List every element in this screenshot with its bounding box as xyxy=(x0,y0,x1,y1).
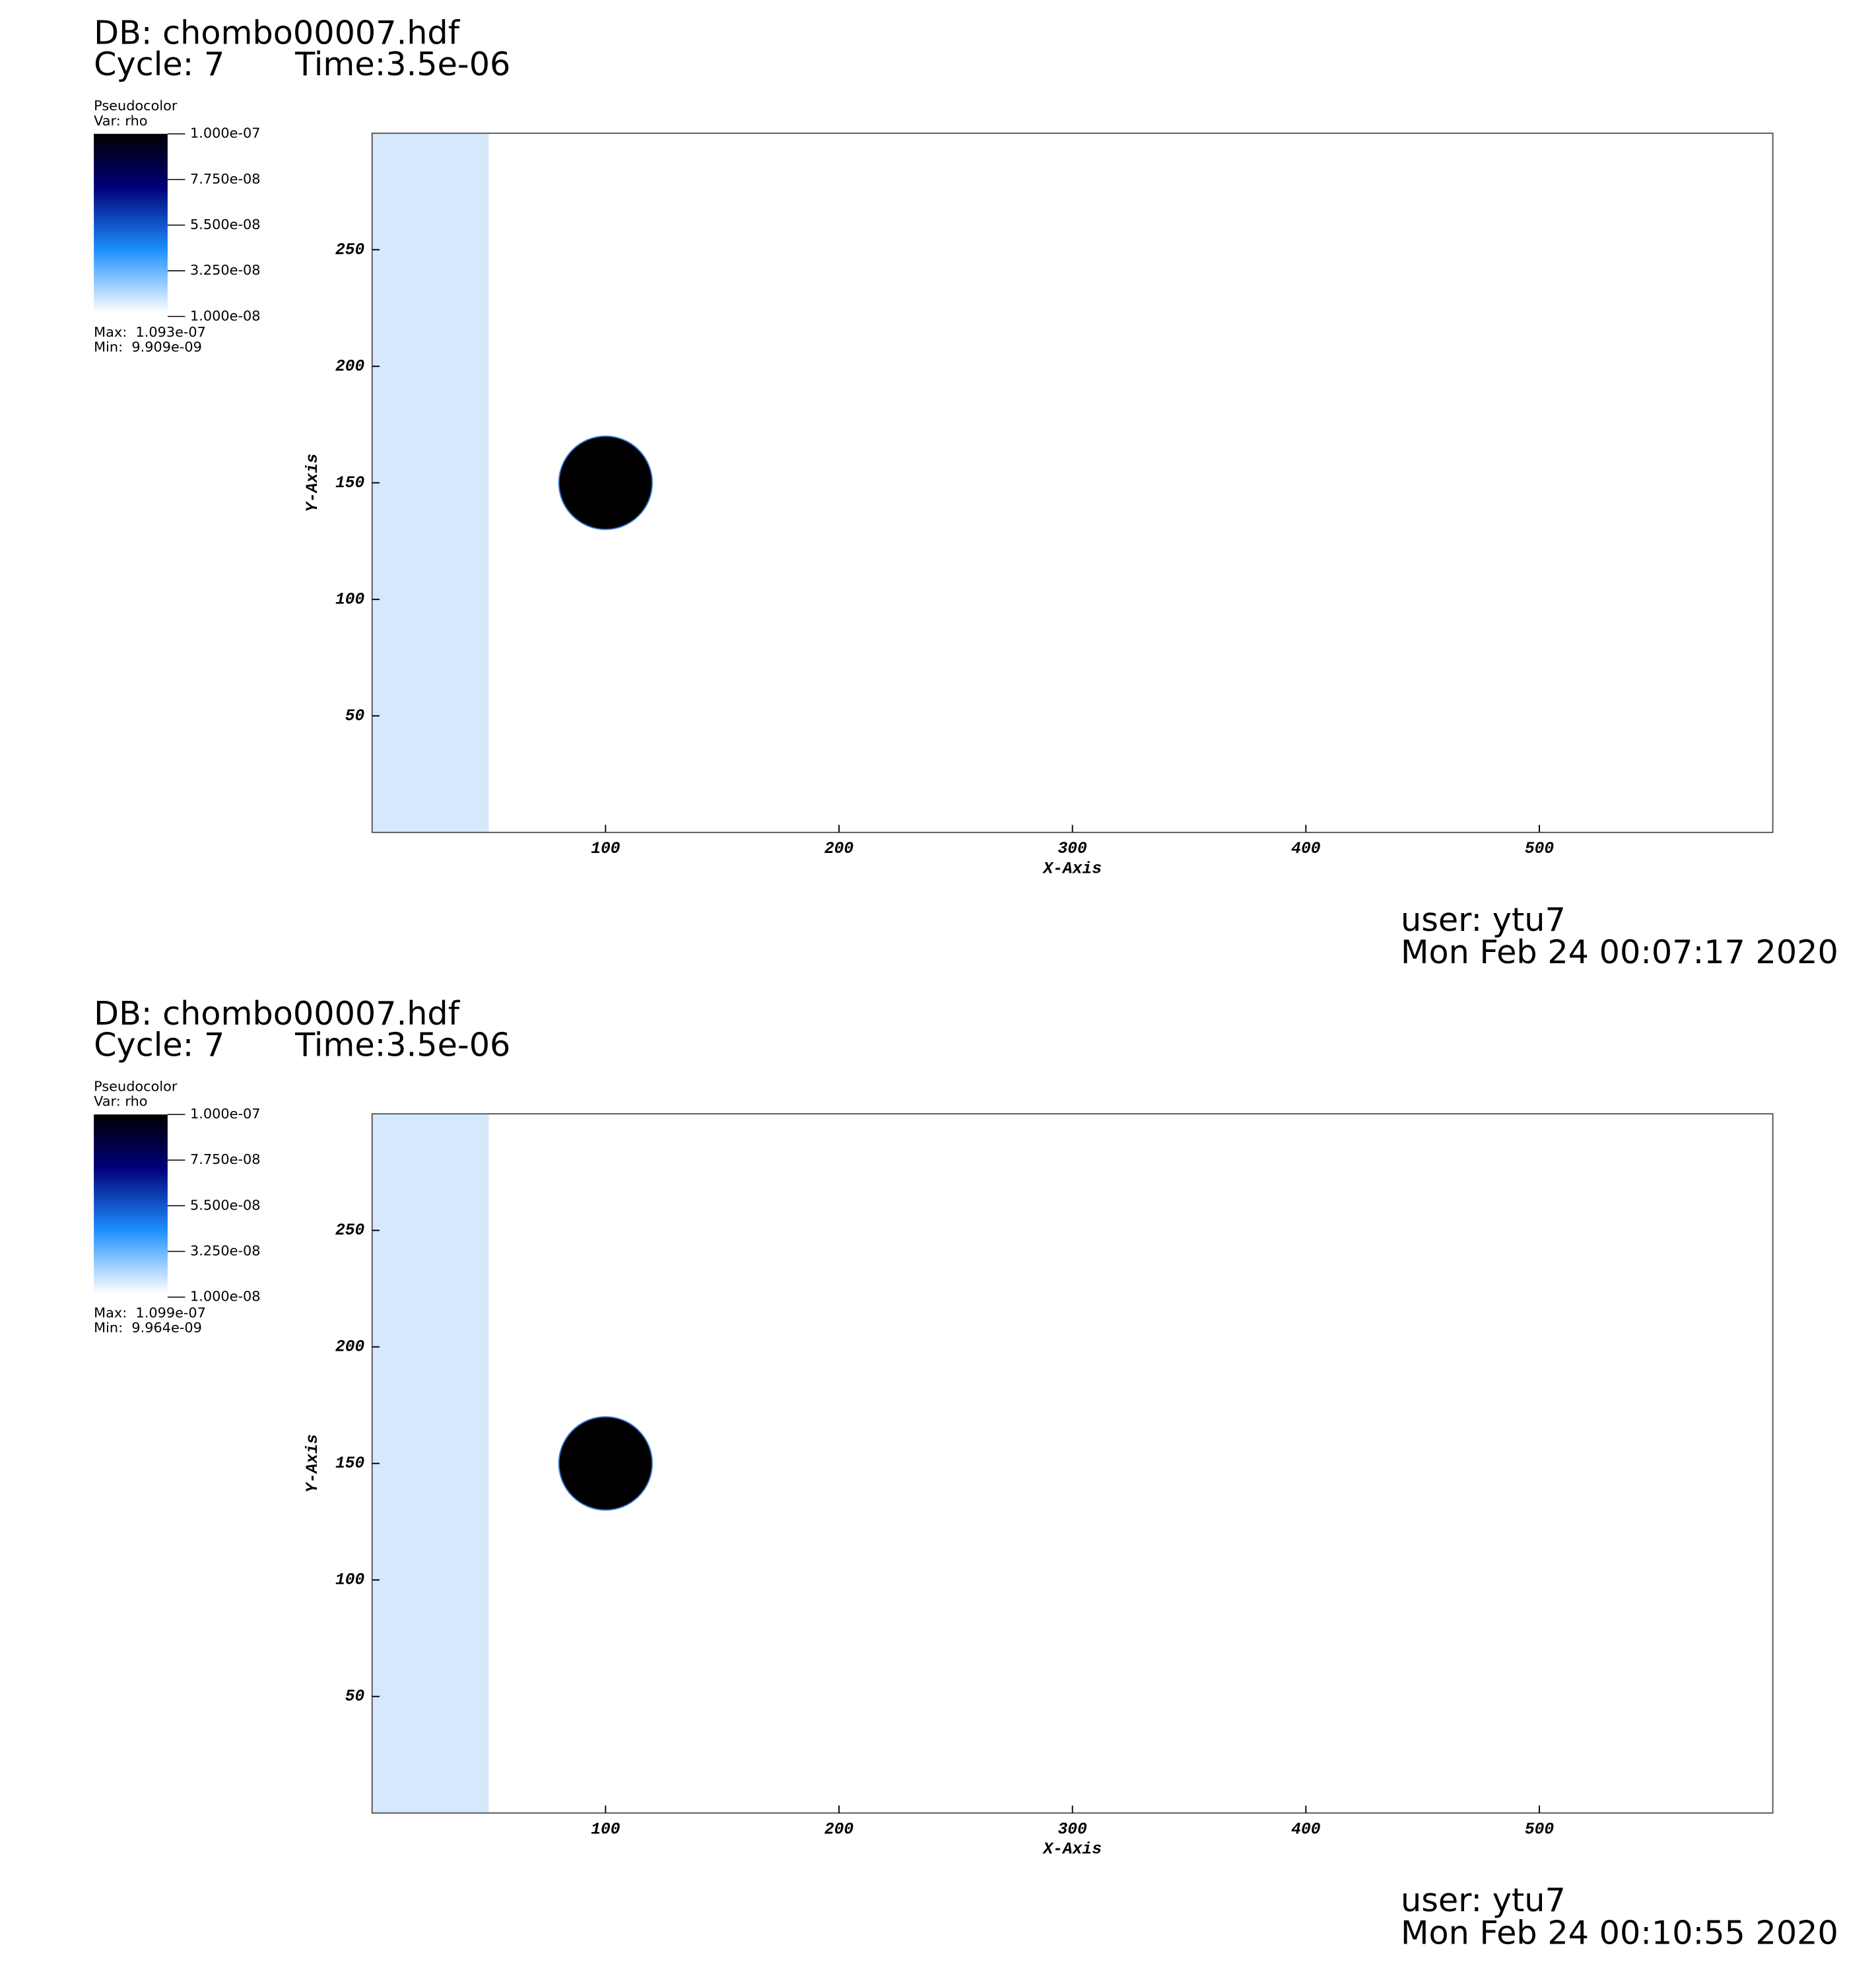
x-tick-label: 200 xyxy=(824,1821,854,1839)
legend-tick-label: 1.000e-08 xyxy=(190,1289,260,1305)
x-tick-label: 100 xyxy=(591,840,620,858)
legend-var: Var: rho xyxy=(94,113,147,129)
max-label: Max: 1.099e-07 xyxy=(94,1305,206,1320)
time: Time:3.5e-06 xyxy=(294,1025,510,1064)
max-label: Max: 1.093e-07 xyxy=(94,324,206,340)
legend-tick-label: 5.500e-08 xyxy=(190,217,260,232)
y-tick-label: 50 xyxy=(345,1688,365,1706)
legend-tick-label: 1.000e-07 xyxy=(190,125,260,141)
x-tick-label: 300 xyxy=(1058,1821,1088,1839)
y-axis-label: Y-Axis xyxy=(304,1434,322,1493)
user: user: ytu7 xyxy=(1401,1881,1566,1919)
y-tick-label: 150 xyxy=(335,475,365,493)
x-tick-label: 300 xyxy=(1058,840,1088,858)
y-tick-label: 200 xyxy=(335,1339,365,1357)
x-tick-label: 100 xyxy=(591,1821,620,1839)
time: Time:3.5e-06 xyxy=(294,45,510,83)
x-axis-label: X-Axis xyxy=(1042,860,1102,878)
legend-title: Pseudocolor xyxy=(94,98,178,114)
cycle: Cycle: 7 xyxy=(94,45,224,83)
x-tick-label: 500 xyxy=(1525,840,1555,858)
date: Mon Feb 24 00:07:17 2020 xyxy=(1401,933,1838,971)
band-region xyxy=(372,133,489,832)
x-tick-label: 500 xyxy=(1525,1821,1555,1839)
x-tick-label: 400 xyxy=(1291,1821,1321,1839)
x-axis-label: X-Axis xyxy=(1042,1841,1102,1859)
colorbar xyxy=(94,1114,168,1294)
y-tick-label: 50 xyxy=(345,708,365,726)
band-region xyxy=(372,1114,489,1814)
y-axis-label: Y-Axis xyxy=(304,454,322,512)
y-tick-label: 200 xyxy=(335,358,365,376)
y-tick-label: 100 xyxy=(335,591,365,609)
title: DB: chombo00007.hdf xyxy=(94,994,461,1033)
legend-tick-label: 3.250e-08 xyxy=(190,262,260,278)
legend-tick-label: 7.750e-08 xyxy=(190,171,260,187)
legend-tick-label: 5.500e-08 xyxy=(190,1197,260,1213)
date: Mon Feb 24 00:10:55 2020 xyxy=(1401,1913,1838,1952)
user: user: ytu7 xyxy=(1401,900,1566,939)
x-tick-label: 400 xyxy=(1291,840,1321,858)
legend-tick-label: 1.000e-07 xyxy=(190,1106,260,1122)
legend-tick-label: 7.750e-08 xyxy=(190,1151,260,1167)
circle-region xyxy=(558,1416,653,1511)
legend-tick-label: 3.250e-08 xyxy=(190,1243,260,1259)
y-tick-label: 250 xyxy=(335,1222,365,1240)
legend-var: Var: rho xyxy=(94,1093,147,1109)
colorbar xyxy=(94,133,168,313)
y-tick-label: 150 xyxy=(335,1455,365,1473)
circle-region xyxy=(558,435,653,530)
cycle: Cycle: 7 xyxy=(94,1025,224,1064)
x-tick-label: 200 xyxy=(824,840,854,858)
min-label: Min: 9.964e-09 xyxy=(94,1320,202,1336)
y-tick-label: 100 xyxy=(335,1572,365,1590)
min-label: Min: 9.909e-09 xyxy=(94,339,202,355)
y-tick-label: 250 xyxy=(335,242,365,259)
title: DB: chombo00007.hdf xyxy=(94,14,461,52)
legend-title: Pseudocolor xyxy=(94,1078,178,1094)
legend-tick-label: 1.000e-08 xyxy=(190,308,260,323)
